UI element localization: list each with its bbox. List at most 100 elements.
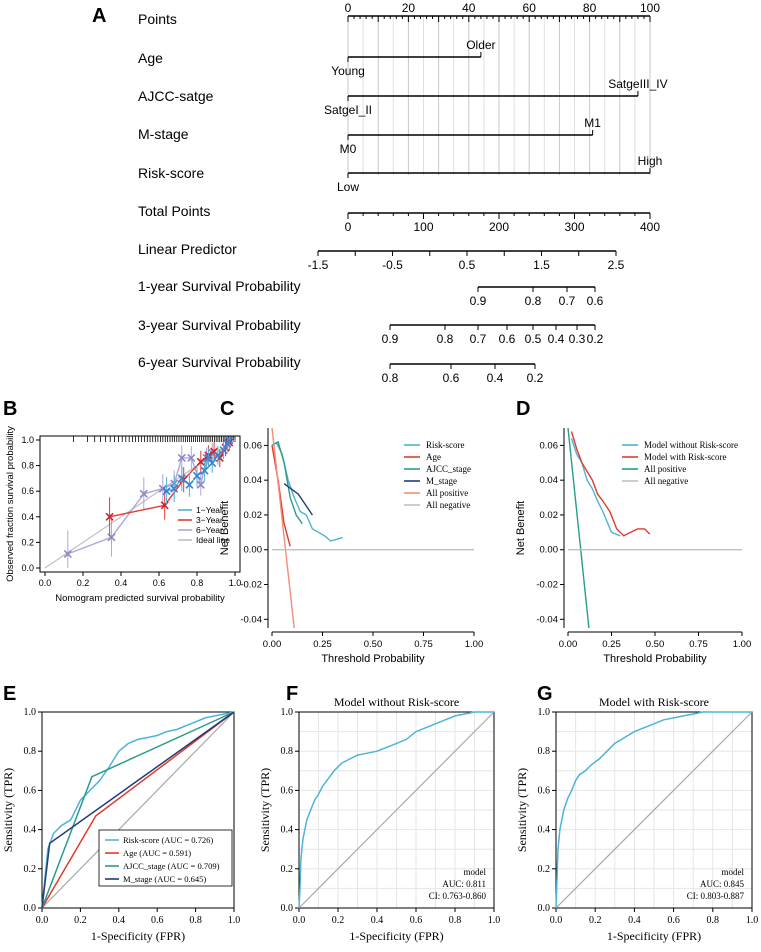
y-tick-label: 0.0 [24,903,37,914]
survival-tick-label: 0.3 [569,332,586,346]
x-tick-label: 1.00 [465,639,484,650]
point-marker [162,487,171,496]
x-tick-label: 1.0 [488,915,501,926]
x-tick-label: 0.4 [628,915,641,926]
x-tick-label: 0.8 [449,915,462,926]
legend-label-model-with-risk-score: Model with Risk-score [644,452,727,462]
point-marker [177,453,186,462]
row-high-label: Older [466,38,495,52]
survival-tick-label: 0.4 [548,332,565,346]
survival-tick-label: 0.6 [443,371,460,385]
x-tick-label: 0.4 [115,578,128,588]
x-tick-label: 0.75 [689,639,708,650]
legend-box [98,829,233,887]
legend-label-ideal-line: Ideal line [196,535,230,545]
point-marker [187,453,196,462]
series-m-stage [283,483,313,516]
y-tick-label: 0.02 [540,510,559,521]
annotation-0: model [464,867,487,877]
series-all-positive [567,427,590,629]
legend-label-age-auc-0-591: Age (AUC = 0.591) [123,848,191,858]
series-ajcc-stage [271,440,303,525]
x-axis-label: Nomogram predicted survival probability [55,593,225,604]
y-tick-label: -0.02 [536,580,558,591]
series-risk-score-auc-0-726 [41,711,235,909]
points-tick-label: 0 [345,1,352,15]
row-label-total-points: Total Points [138,203,210,219]
panel-a-nomogram: A Points Age AJCC-satge M-stage Risk-score Tot… [92,1,668,385]
x-tick-label: 0.4 [113,915,126,926]
row-low-label: SatgeI_II [324,103,372,117]
total-tick-label: 0 [345,220,352,234]
x-axis-label: 1-Specificity (FPR) [607,929,701,943]
y-tick-label: 0.06 [540,440,559,451]
diagonal-reference [41,711,235,909]
series-age [271,445,291,547]
y-tick-label: 0.8 [21,461,34,471]
y-tick-label: 0.0 [281,903,294,914]
annotation-0: model [722,867,745,877]
total-tick-label: 100 [413,220,433,234]
legend-label-ajcc-stage-auc-0-709: AJCC_stage (AUC = 0.709) [123,861,220,871]
row-high-label: SatgeIII_IV [608,77,667,91]
y-tick-label: -0.04 [240,614,262,625]
panel-label-f: F [286,683,298,705]
y-tick-label: 0.2 [538,864,551,875]
points-tick-label: 40 [462,1,476,15]
survival-tick-label: 0.8 [437,332,454,346]
lp-tick-label: 1.5 [533,258,550,272]
points-tick-label: 20 [402,1,416,15]
lp-tick-label: 2.5 [608,258,625,272]
y-axis-label: Sensitivity (TPR) [258,768,272,852]
point-marker [196,480,205,489]
legend-label-risk-score-auc-0-726: Risk-score (AUC = 0.726) [123,835,213,845]
points-tick-label: 80 [583,1,597,15]
x-tick-label: 0.8 [191,578,204,588]
survival-tick-label: 0.6 [499,332,516,346]
x-axis-label: 1-Specificity (FPR) [349,929,443,943]
x-tick-label: 1.0 [228,915,241,926]
legend-label-all-positive: All positive [644,464,686,474]
panel-e-roc: E 0.00.0 0.2 0.2 0.4 0.4 0.6 0.6 0.8 0.8 1.0 1.0 1-S… [1,683,240,943]
panel-g-roc: G 0.00.0 0.2 0.2 0.4 0.4 0.6 0.6 0.8 0.8 1.0 1.0 1-S… [515,683,758,943]
y-tick-label: 0.0 [21,563,34,573]
x-tick-label: 1.0 [229,578,242,588]
point-marker [185,480,194,489]
row-label-1-year-survival-probability: 1-year Survival Probability [138,278,301,294]
row-low-label: Low [337,180,359,194]
survival-tick-label: 0.2 [587,332,604,346]
series-risk-score [275,441,343,542]
survival-tick-label: 0.7 [470,332,487,346]
annotation-1: AUC: 0.845 [700,879,745,889]
x-tick-label: 0.8 [707,915,720,926]
series-model [298,711,494,909]
panel-label-b: B [3,398,17,420]
row-low-label: M0 [340,142,357,156]
panel-label-c: C [220,398,234,420]
legend-label-m-stage-auc-0-645: M_stage (AUC = 0.645) [123,874,206,884]
points-tick-label: 60 [523,1,537,15]
row-label-age: Age [138,50,163,66]
y-tick-label: 0.4 [21,512,34,522]
x-tick-label: 1.00 [733,639,752,650]
point-marker [196,457,205,466]
legend-label-model-without-risk-score: Model without Risk-score [644,440,738,450]
lp-tick-label: -0.5 [382,258,403,272]
lp-tick-label: -1.5 [308,258,329,272]
y-axis-label: Sensitivity (TPR) [1,768,15,852]
survival-tick-label: 0.5 [525,332,542,346]
x-tick-label: 0.2 [74,915,87,926]
series-model-with-risk-score [570,431,651,537]
annotation-1: AUC: 0.811 [442,879,486,889]
survival-tick-label: 0.9 [470,294,487,308]
y-tick-label: 1.0 [281,707,294,718]
x-axis-label: 1-Specificity (FPR) [91,929,185,943]
row-label-risk-score: Risk-score [138,165,204,181]
point-marker [200,466,209,475]
y-tick-label: 0.4 [538,825,551,836]
legend-label-3-year: 3−Year [196,515,223,525]
y-tick-label: 0.6 [281,785,294,796]
total-tick-label: 400 [640,220,660,234]
legend-label-m-stage: M_stage [426,476,457,486]
